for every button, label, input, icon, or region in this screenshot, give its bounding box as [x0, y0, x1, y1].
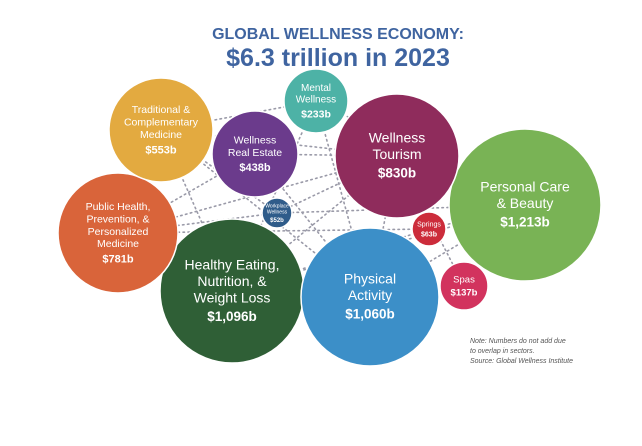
chart-notes: Note: Numbers do not add due to overlap …: [470, 338, 573, 365]
source-line: Source: Global Wellness Institute: [470, 358, 573, 365]
bubble-circle: [211, 110, 299, 198]
bubble-name-line: Weight Loss: [194, 289, 271, 305]
bubble-value: $137b: [451, 288, 478, 299]
bubble-healthy-eating: Healthy Eating,Nutrition, &Weight Loss $1…: [159, 218, 305, 364]
bubble-value: $438b: [239, 162, 270, 174]
bubble-name-line: Medicine: [97, 238, 139, 250]
bubble-name-line: Nutrition, &: [197, 273, 267, 289]
bubble-name-line: Wellness: [369, 130, 426, 146]
bubble-value: $553b: [145, 144, 176, 156]
bubble-name-line: & Beauty: [497, 195, 554, 211]
bubble-circle: [334, 93, 460, 219]
bubble-value: $233b: [301, 108, 331, 120]
bubble-name-line: Spas: [453, 274, 475, 285]
bubble-circle: [448, 128, 602, 282]
bubble-name-line: Wellness: [267, 209, 288, 215]
bubble-name-line: Activity: [348, 287, 392, 303]
bubble-value: $52b: [270, 218, 284, 224]
bubble-circle: [411, 211, 447, 247]
bubble-circle: [300, 227, 440, 367]
bubble-name-line: Mental: [301, 83, 331, 94]
bubble-value: $1,213b: [500, 215, 550, 230]
connector-line: [231, 100, 317, 292]
bubble-name-line: Complementary: [124, 117, 199, 129]
bubble-name-line: Springs: [417, 221, 441, 228]
chart-title: GLOBAL WELLNESS ECONOMY:: [212, 26, 464, 43]
bubble-name-line: Physical: [344, 271, 396, 287]
chart-subtitle: $6.3 trillion in 2023: [226, 44, 450, 72]
bubble-name-line: Personalized: [88, 226, 149, 238]
note-line: Note: Numbers do not add due: [470, 338, 566, 345]
bubble-circle: [283, 68, 349, 134]
bubble-name-line: Wellness: [234, 134, 276, 146]
bubble-value: $781b: [102, 253, 133, 265]
bubble-value: $830b: [378, 166, 416, 181]
bubble-circle: [57, 172, 179, 294]
bubble-value: $1,060b: [345, 307, 395, 322]
bubble-springs: Springs $63b: [411, 211, 447, 247]
bubble-name-line: Workplace: [265, 203, 289, 209]
bubble-name-line: Prevention, &: [86, 213, 149, 225]
bubble-name-line: Tourism: [372, 146, 421, 162]
bubble-value: $63b: [421, 231, 437, 238]
bubble-circle: [439, 261, 489, 311]
bubble-circle: [261, 197, 293, 229]
bubble-name-line: Personal Care: [480, 179, 570, 195]
connector-line: [254, 153, 398, 157]
bubbles-group: Personal Care& Beauty $1,213b Healthy Eati…: [57, 68, 602, 367]
bubble-name-line: Traditional &: [132, 104, 191, 116]
bubble-name-line: Real Estate: [228, 147, 282, 159]
bubble-public-health: Public Health,Prevention, &PersonalizedM…: [57, 172, 179, 294]
bubble-circle: [108, 77, 214, 183]
bubble-name-line: Wellness: [296, 95, 336, 106]
bubble-name-line: Healthy Eating,: [185, 256, 280, 272]
bubble-name-line: Public Health,: [86, 201, 151, 213]
note-line: to overlap in sectors.: [470, 348, 535, 355]
bubble-value: $1,096b: [207, 309, 257, 324]
bubble-name-line: Medicine: [140, 129, 182, 141]
bubble-personal-care-beauty: Personal Care& Beauty $1,213b: [448, 128, 602, 282]
bubble-spas: Spas $137b: [439, 261, 489, 311]
